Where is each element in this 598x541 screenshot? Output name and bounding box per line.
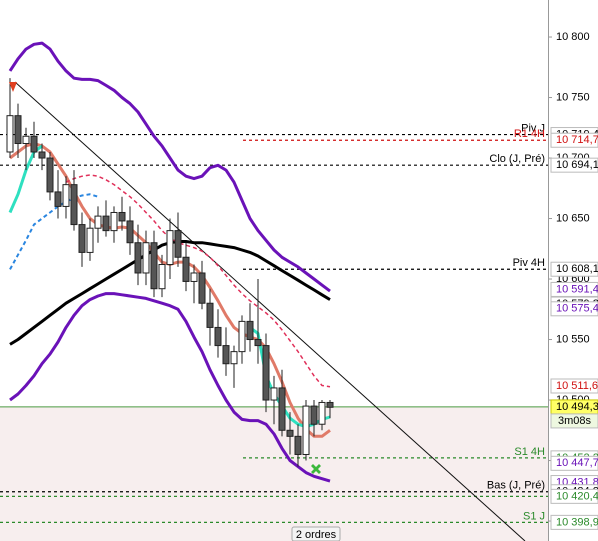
candle-body	[190, 272, 198, 282]
level-name: R1 4H	[514, 128, 545, 140]
candle-body	[14, 115, 22, 145]
level-name: Bas (J, Pré)	[487, 480, 545, 492]
indicator-line	[9, 193, 99, 270]
price-label-box	[550, 301, 598, 317]
orders-button[interactable]	[291, 526, 341, 541]
candle-body	[326, 401, 334, 408]
candle-body	[182, 256, 190, 282]
candle-body	[278, 387, 286, 431]
candle-body	[38, 151, 46, 159]
level-name: Piv J	[521, 122, 545, 134]
candle-body	[286, 429, 294, 437]
indicator-line	[9, 292, 331, 483]
price-label: 10 398,9	[556, 516, 598, 528]
candle-body	[294, 435, 302, 455]
candle-body	[238, 320, 246, 353]
y-tick-label: 10 750	[556, 91, 590, 103]
candle-body	[118, 211, 126, 222]
indicator-line	[65, 174, 331, 388]
candle-body	[134, 242, 142, 274]
price-label: 10 494,3	[556, 401, 598, 413]
candle-body	[254, 339, 262, 347]
price-label-box	[550, 514, 598, 530]
candle-body	[262, 345, 270, 401]
price-label: 10 608,1	[556, 263, 598, 275]
candle-body	[6, 115, 14, 153]
price-label: 10 714,7	[556, 134, 598, 146]
candle-body	[22, 135, 30, 145]
candle-body	[318, 401, 326, 425]
candle-body	[270, 387, 278, 401]
price-label-box	[550, 378, 598, 394]
candle-body	[70, 184, 78, 226]
candle-body	[206, 302, 214, 328]
y-tick-label: 10 550	[556, 333, 590, 345]
price-label-box	[550, 157, 598, 173]
lower-shade	[0, 406, 548, 541]
candle-body	[230, 351, 238, 365]
price-label-box	[550, 281, 598, 297]
candle-body	[142, 242, 150, 274]
candle-body	[198, 272, 206, 304]
y-tick-label: 10 650	[556, 212, 590, 224]
candle-body	[310, 405, 318, 425]
level-name: Clo (J, Pré)	[489, 153, 545, 165]
price-label: 10 591,4	[556, 283, 598, 295]
price-label-box	[550, 455, 598, 471]
indicator-line	[8, 41, 331, 293]
candle-body	[126, 220, 134, 244]
candle-body	[46, 157, 54, 193]
price-label: 10 447,7	[556, 457, 598, 469]
level-name: S1 J	[523, 510, 545, 522]
candle-body	[166, 230, 174, 266]
price-label-box	[550, 261, 598, 277]
candle-body	[246, 320, 254, 341]
candle-body	[94, 215, 102, 229]
buy-marker	[311, 464, 321, 474]
candle-body	[102, 215, 110, 232]
level-name: Piv 4H	[513, 257, 545, 269]
trend-line	[14, 81, 526, 541]
level-name: S1 4H	[514, 446, 545, 458]
candle-body	[54, 191, 62, 207]
candle-body	[62, 184, 70, 207]
candle-body	[150, 242, 158, 290]
candle-body	[302, 405, 310, 455]
candle-body	[214, 326, 222, 347]
candle-body	[86, 227, 94, 253]
candle-body	[174, 230, 182, 258]
timer-box	[550, 413, 598, 429]
orders-label[interactable]: 2 ordres	[296, 529, 337, 541]
price-label-box	[550, 132, 598, 148]
price-label: 10 575,4	[556, 303, 598, 315]
candle-body	[158, 264, 166, 290]
candle-body	[30, 135, 38, 153]
timer: 3m08s	[558, 415, 592, 427]
candle-body	[222, 345, 230, 365]
candle-body	[110, 211, 118, 232]
price-label: 10 511,6	[556, 380, 598, 392]
price-label: 10 694,1	[556, 159, 598, 171]
y-tick-label: 10 800	[556, 31, 590, 43]
sell-arrow	[9, 82, 17, 92]
price-label: 10 420,4	[556, 490, 598, 502]
candle-body	[78, 224, 86, 253]
price-label-box	[550, 488, 598, 504]
